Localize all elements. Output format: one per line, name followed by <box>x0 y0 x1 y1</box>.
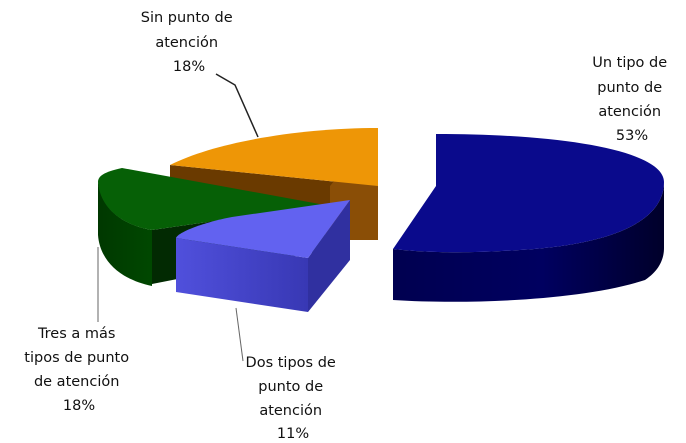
label-tres-a-mas-line-2: tipos de punto <box>24 350 129 366</box>
slice-tres-a-mas-top <box>98 168 325 230</box>
slice-dos-tipos <box>176 200 350 312</box>
label-dos-tipos-line-3: atención <box>259 403 322 419</box>
label-sin-punto: Sin punto de atención 18% <box>141 10 238 75</box>
label-un-tipo-line-1: Un tipo de <box>592 55 667 71</box>
slice-tres-a-mas-side <box>98 180 152 286</box>
label-dos-tipos-line-1: Dos tipos de <box>246 355 336 371</box>
slice-un-tipo-top <box>393 134 664 253</box>
label-tres-a-mas: Tres a más tipos de punto de atención 18… <box>24 326 133 414</box>
slice-dos-tipos-front <box>176 238 308 312</box>
label-un-tipo-value: 53% <box>616 128 648 144</box>
label-un-tipo-line-2: punto de <box>597 80 662 96</box>
label-dos-tipos-value: 11% <box>277 426 309 442</box>
label-tres-a-mas-line-1: Tres a más <box>37 326 116 342</box>
label-un-tipo-line-3: atención <box>598 104 661 120</box>
slice-dos-tipos-side-wall <box>308 200 350 312</box>
slice-un-tipo-side <box>393 182 664 302</box>
leader-line-sin-punto <box>215 73 259 138</box>
label-dos-tipos: Dos tipos de punto de atención 11% <box>246 355 341 442</box>
label-sin-punto-value: 18% <box>173 59 205 75</box>
label-tres-a-mas-line-3: de atención <box>34 374 119 390</box>
slice-un-tipo <box>393 134 664 302</box>
label-sin-punto-line-2: atención <box>155 35 218 51</box>
slice-dos-tipos-top <box>176 200 350 258</box>
label-sin-punto-line-1: Sin punto de <box>141 10 233 26</box>
leader-line-dos-tipos <box>235 307 244 362</box>
label-tres-a-mas-value: 18% <box>63 398 95 414</box>
label-un-tipo: Un tipo de punto de atención 53% <box>592 55 672 144</box>
label-dos-tipos-line-2: punto de <box>258 379 323 395</box>
slice-sin-punto-top <box>170 128 378 186</box>
